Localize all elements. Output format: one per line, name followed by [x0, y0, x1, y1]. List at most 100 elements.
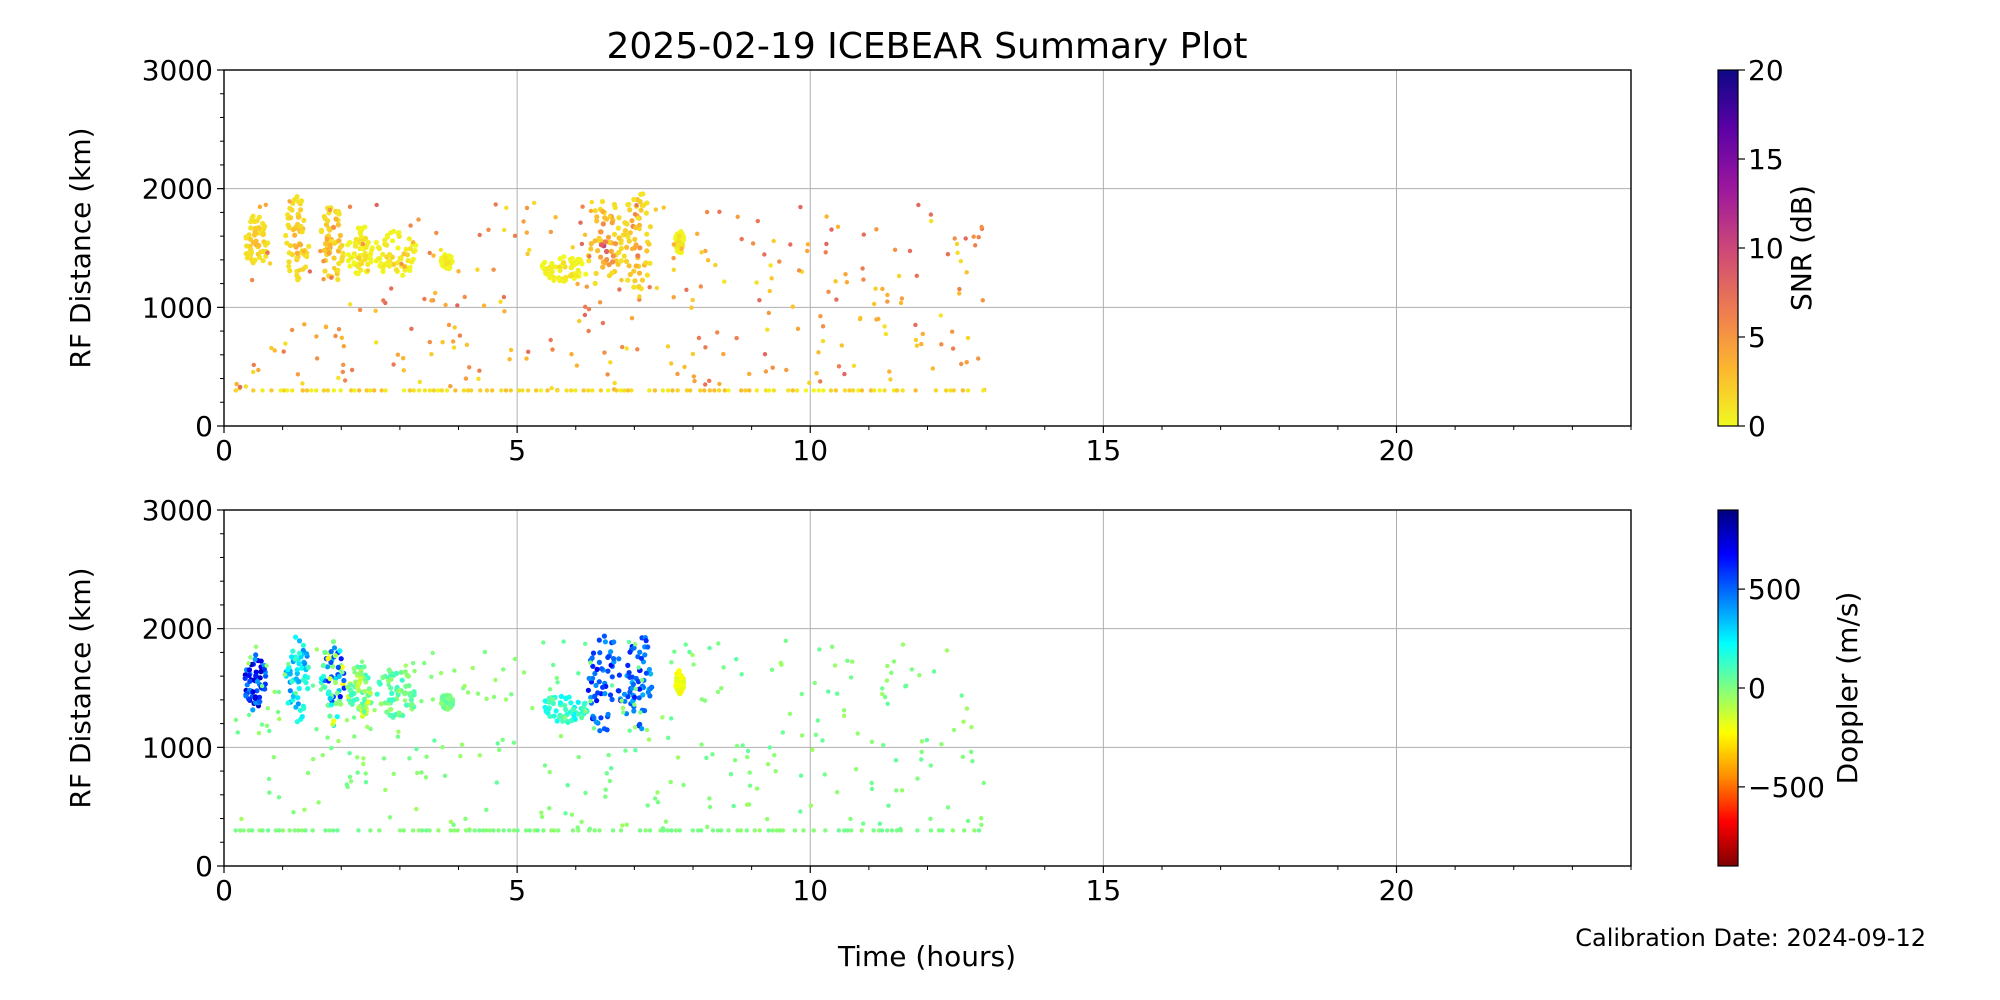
baseline-point: [436, 388, 441, 393]
calibration-date: Calibration Date: 2024-09-12: [1575, 924, 1926, 952]
data-point: [690, 351, 696, 357]
colorbar-tick-label: −500: [1748, 771, 1825, 804]
data-point: [885, 701, 890, 706]
baseline-point: [850, 388, 856, 393]
data-point: [246, 667, 252, 673]
data-point: [572, 711, 578, 717]
baseline-point: [828, 388, 834, 393]
data-point: [495, 741, 500, 746]
baseline-point: [545, 388, 550, 393]
data-point: [331, 718, 337, 724]
data-point: [602, 350, 607, 355]
data-point: [251, 362, 256, 368]
data-point: [739, 236, 744, 242]
data-point: [632, 694, 638, 700]
data-point: [553, 708, 559, 714]
data-point: [594, 218, 600, 224]
data-point: [795, 326, 801, 331]
data-point: [914, 343, 920, 348]
data-point: [449, 696, 455, 703]
data-point: [252, 225, 258, 232]
baseline-point: [516, 388, 522, 393]
data-point: [363, 771, 368, 776]
data-point: [691, 662, 696, 667]
baseline-point: [695, 828, 701, 833]
data-point: [387, 815, 393, 820]
data-point: [959, 361, 964, 367]
baseline-point: [401, 388, 407, 393]
data-point: [606, 752, 611, 758]
data-point: [635, 679, 642, 685]
data-point: [841, 713, 847, 718]
baseline-point: [523, 828, 529, 833]
baseline-point: [915, 828, 920, 833]
baseline-point: [439, 388, 444, 393]
data-point: [403, 663, 408, 668]
data-point: [554, 675, 560, 681]
data-point: [705, 258, 711, 263]
data-point: [553, 264, 559, 270]
data-point: [784, 367, 789, 373]
baseline-point: [743, 388, 748, 393]
data-point: [481, 303, 487, 308]
data-point: [669, 716, 674, 721]
baseline-point: [790, 388, 795, 393]
data-point: [305, 686, 311, 692]
data-point: [410, 661, 416, 666]
data-point: [798, 809, 803, 814]
doppler-colorbar-label: Doppler (m/s): [1831, 592, 1864, 785]
data-point: [524, 205, 530, 211]
data-point: [675, 242, 681, 249]
data-point: [339, 255, 345, 261]
data-point: [323, 241, 329, 247]
data-point: [762, 252, 767, 257]
data-point: [422, 296, 427, 302]
data-point: [560, 718, 566, 724]
data-point: [521, 219, 526, 224]
data-point: [395, 352, 401, 357]
data-point: [835, 790, 840, 795]
data-point: [773, 769, 778, 774]
data-point: [330, 663, 336, 670]
data-point: [414, 746, 419, 752]
data-point: [334, 690, 340, 696]
doppler-panel: 0 5 10 15 20 0 1000 2000 3000 RF Distance (km) −…: [64, 494, 1864, 907]
data-point: [639, 277, 646, 283]
data-point: [525, 251, 530, 257]
baseline-point: [570, 828, 576, 833]
data-point: [325, 656, 331, 662]
data-point: [739, 672, 744, 677]
data-point: [367, 690, 373, 696]
baseline-point: [592, 828, 597, 833]
data-point: [805, 242, 811, 247]
data-point: [341, 344, 346, 349]
baseline-point: [515, 828, 520, 833]
data-point: [880, 286, 885, 292]
data-point: [979, 822, 984, 827]
data-point: [979, 816, 984, 821]
data-point: [322, 268, 328, 274]
data-point: [602, 239, 609, 245]
data-point: [645, 689, 651, 695]
baseline-point: [251, 388, 256, 393]
data-point: [631, 196, 637, 203]
data-point: [294, 250, 300, 256]
data-point: [427, 339, 432, 345]
data-point: [438, 247, 444, 253]
data-point: [324, 236, 330, 242]
data-point: [822, 772, 827, 777]
data-point: [762, 352, 768, 357]
data-point: [880, 686, 885, 691]
data-point: [626, 639, 632, 645]
data-point: [869, 739, 875, 744]
data-point: [665, 344, 671, 349]
data-point: [661, 205, 666, 210]
data-point: [300, 266, 306, 272]
data-point: [417, 379, 422, 385]
data-point: [734, 657, 739, 662]
data-point: [374, 202, 379, 208]
data-point: [609, 766, 614, 771]
data-point: [734, 335, 739, 341]
data-point: [551, 662, 556, 668]
data-point: [386, 667, 392, 673]
